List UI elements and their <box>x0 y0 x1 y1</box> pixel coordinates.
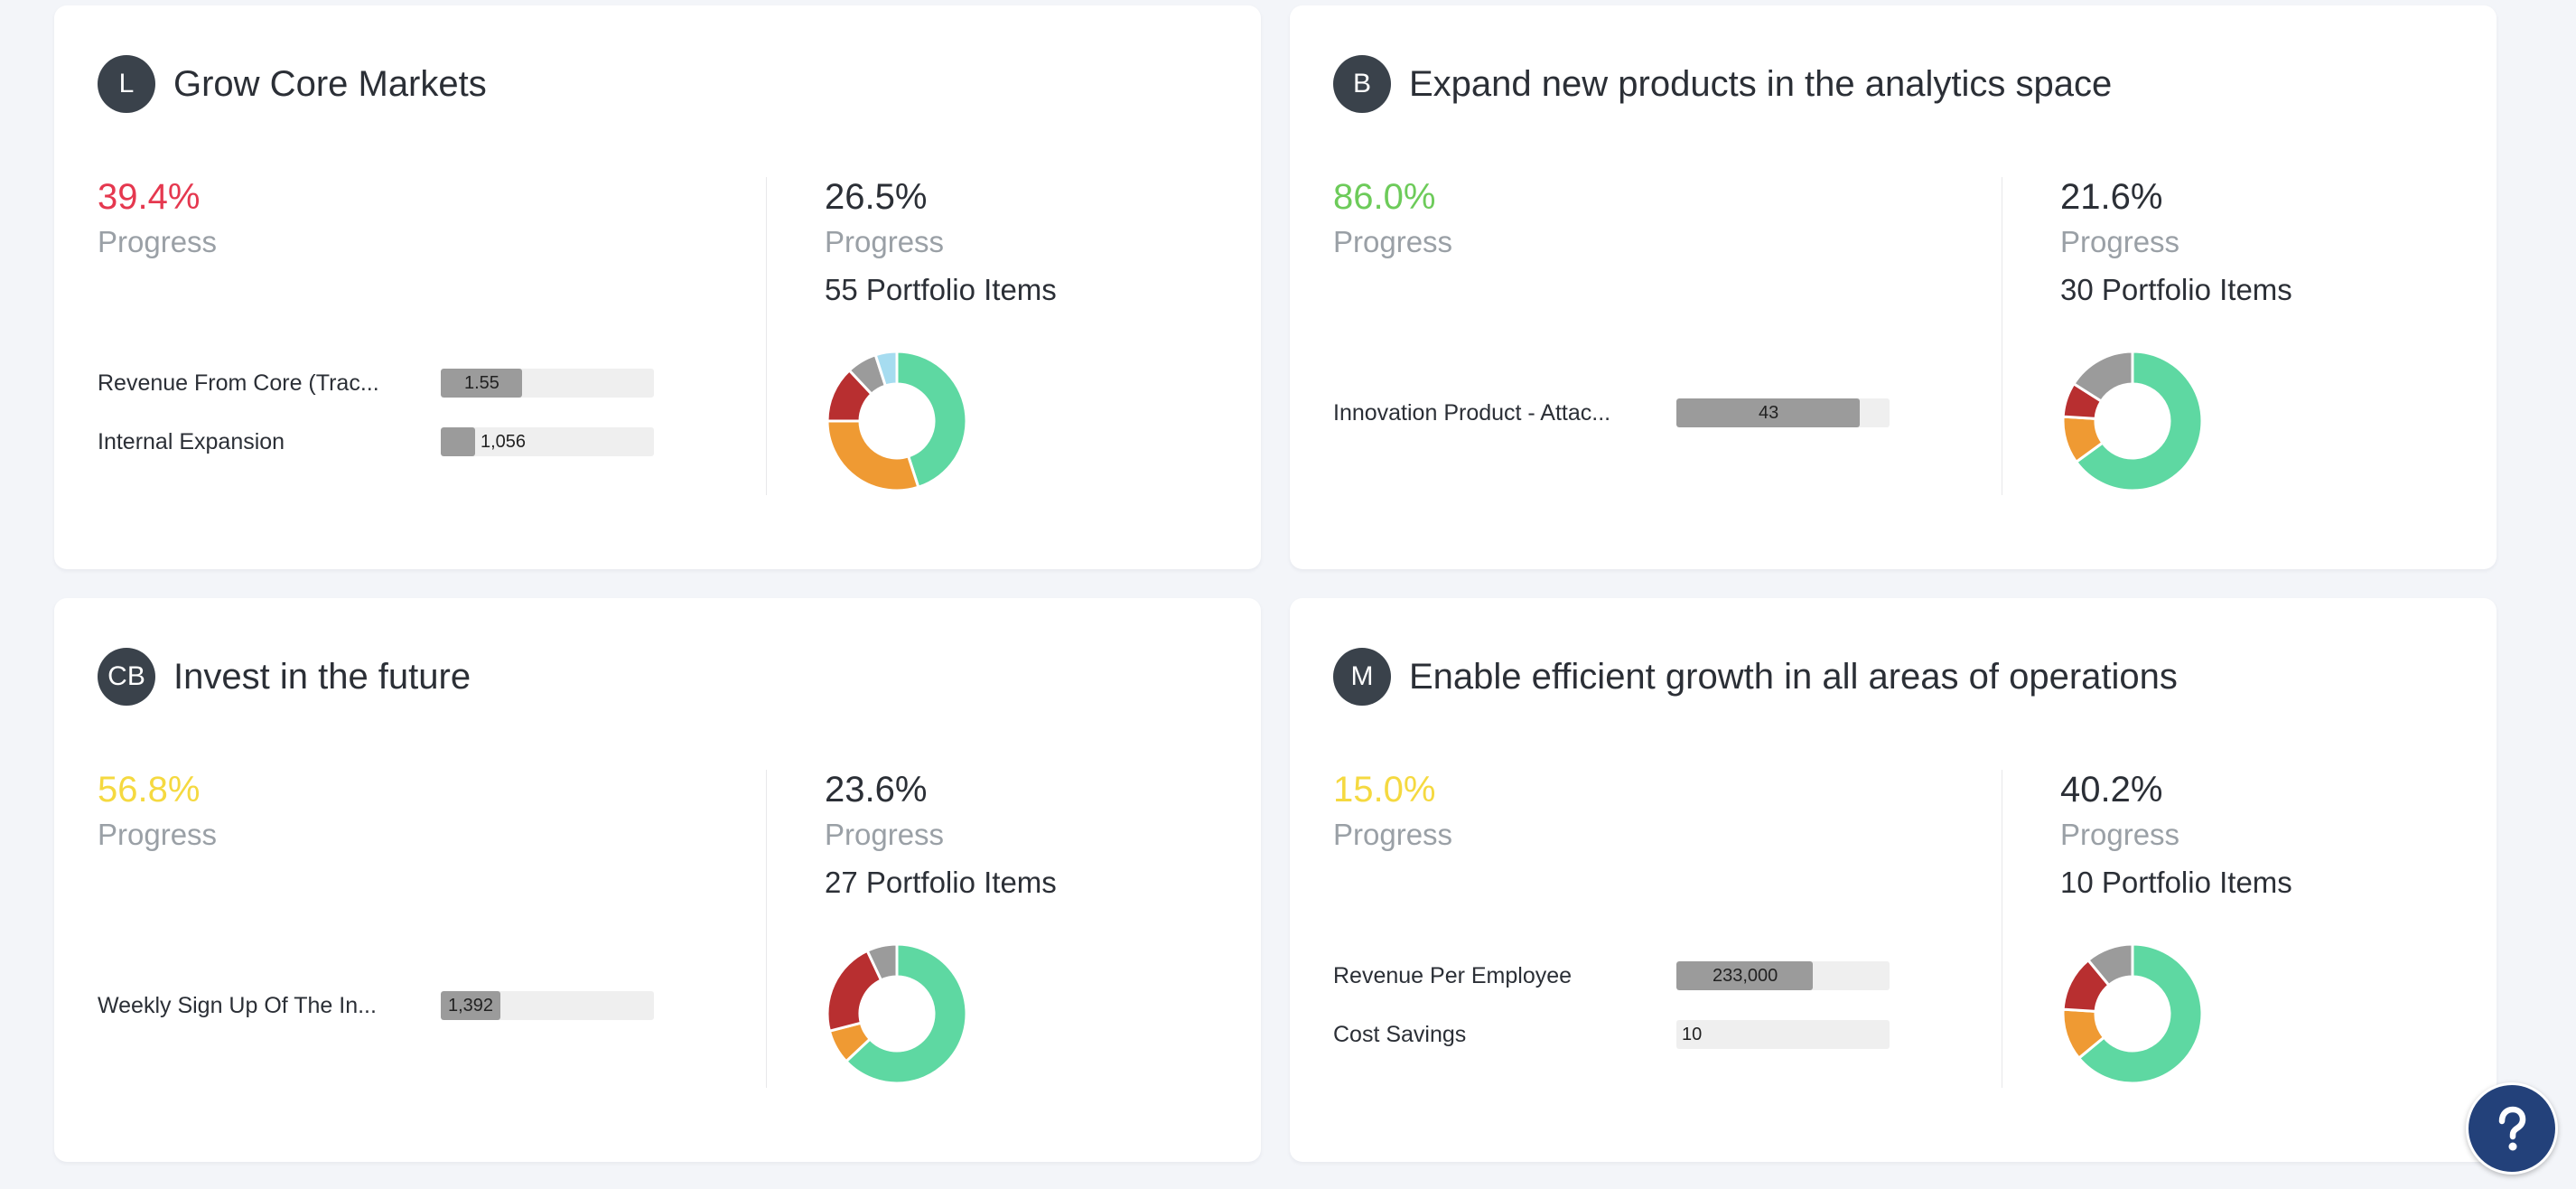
portfolio-progress-value: 23.6% <box>825 770 928 810</box>
kpi-value: 1.55 <box>464 373 499 393</box>
portfolio-progress-label: Progress <box>2060 818 2180 851</box>
kpi-row[interactable]: Innovation Product - Attac... 43 <box>1333 398 1944 457</box>
goal-header: B Expand new products in the analytics s… <box>1333 55 2112 113</box>
donut-segment[interactable] <box>2077 942 2204 1085</box>
goal-header: L Grow Core Markets <box>98 55 487 113</box>
goal-card[interactable]: CB Invest in the future 56.8% Progress W… <box>54 598 1261 1162</box>
portfolio-donut-chart[interactable] <box>2060 349 2205 493</box>
avatar: CB <box>98 648 155 706</box>
goal-progress-label: Progress <box>1333 225 1453 258</box>
portfolio-section: 23.6% Progress 27 Portfolio Items <box>825 761 1240 1088</box>
kpi-list: Innovation Product - Attac... 43 <box>1333 398 1944 457</box>
portfolio-donut-chart[interactable] <box>2060 941 2205 1086</box>
goal-card[interactable]: B Expand new products in the analytics s… <box>1290 5 2497 569</box>
portfolio-progress-value: 40.2% <box>2060 770 2163 810</box>
donut-segment[interactable] <box>844 942 968 1085</box>
help-button[interactable] <box>2466 1082 2558 1175</box>
goal-progress-label: Progress <box>98 225 218 258</box>
kpi-progress-fill <box>1676 398 1860 427</box>
portfolio-section: 26.5% Progress 55 Portfolio Items <box>825 168 1240 495</box>
kpi-progress-bar: 10 <box>1676 1020 1890 1049</box>
goal-progress-section: 86.0% Progress Innovation Product - Atta… <box>1333 168 1944 495</box>
portfolio-section: 21.6% Progress 30 Portfolio Items <box>2060 168 2476 495</box>
portfolio-section: 40.2% Progress 10 Portfolio Items <box>2060 761 2476 1088</box>
kpi-name: Revenue From Core (Trac... <box>98 370 379 396</box>
portfolio-donut-chart[interactable] <box>825 349 969 493</box>
goal-card[interactable]: M Enable efficient growth in all areas o… <box>1290 598 2497 1162</box>
kpi-name: Innovation Product - Attac... <box>1333 400 1611 426</box>
donut-segment[interactable] <box>826 419 920 492</box>
goal-progress-section: 56.8% Progress Weekly Sign Up Of The In.… <box>98 761 708 1088</box>
kpi-row[interactable]: Cost Savings 10 <box>1333 1020 1944 1079</box>
goal-progress-label: Progress <box>98 818 218 851</box>
portfolio-donut-chart[interactable] <box>825 941 969 1086</box>
donut-segment[interactable] <box>2074 350 2204 492</box>
divider <box>766 177 767 495</box>
kpi-row[interactable]: Internal Expansion 1,056 <box>98 427 708 486</box>
kpi-value: 10 <box>1682 1025 1703 1044</box>
kpi-row[interactable]: Revenue From Core (Trac... 1.55 <box>98 369 708 427</box>
divider <box>766 770 767 1088</box>
portfolio-items-count[interactable]: 55 Portfolio Items <box>825 273 1057 306</box>
kpi-progress-bar: 1.55 <box>441 369 654 398</box>
avatar: B <box>1333 55 1391 113</box>
kpi-progress-fill <box>441 991 500 1020</box>
portfolio-progress-label: Progress <box>825 818 945 851</box>
kpi-name: Cost Savings <box>1333 1022 1467 1047</box>
donut-segment[interactable] <box>895 350 968 490</box>
kpi-value: 1,392 <box>448 996 494 1016</box>
portfolio-progress-value: 26.5% <box>825 177 928 217</box>
kpi-name: Revenue Per Employee <box>1333 963 1573 988</box>
goal-progress-value: 15.0% <box>1333 770 1436 810</box>
donut-segment[interactable] <box>873 350 899 388</box>
goal-title[interactable]: Expand new products in the analytics spa… <box>1409 63 2113 104</box>
donut-segment[interactable] <box>2086 942 2134 988</box>
portfolio-progress-value: 21.6% <box>2060 177 2163 217</box>
kpi-progress-fill <box>441 427 475 456</box>
goal-progress-value: 56.8% <box>98 770 201 810</box>
donut-segment[interactable] <box>2071 350 2134 404</box>
kpi-progress-fill <box>441 369 522 398</box>
avatar: M <box>1333 648 1391 706</box>
portfolio-progress-label: Progress <box>2060 225 2180 258</box>
goal-progress-label: Progress <box>1333 818 1453 851</box>
goal-header: M Enable efficient growth in all areas o… <box>1333 648 2178 706</box>
kpi-name: Internal Expansion <box>98 429 285 454</box>
portfolio-progress-label: Progress <box>825 225 945 258</box>
goal-title[interactable]: Enable efficient growth in all areas of … <box>1409 656 2178 697</box>
goal-progress-value: 86.0% <box>1333 177 1436 217</box>
donut-segment[interactable] <box>865 942 899 982</box>
kpi-progress-bar: 233,000 <box>1676 961 1890 990</box>
kpi-row[interactable]: Weekly Sign Up Of The In... 1,392 <box>98 991 708 1050</box>
kpi-list: Revenue From Core (Trac... 1.55 Internal… <box>98 369 708 486</box>
portfolio-items-count[interactable]: 10 Portfolio Items <box>2060 866 2292 899</box>
kpi-progress-fill <box>1676 961 1813 990</box>
goal-progress-value: 39.4% <box>98 177 201 217</box>
kpi-progress-bar: 43 <box>1676 398 1890 427</box>
kpi-list: Revenue Per Employee 233,000 Cost Saving… <box>1333 961 1944 1079</box>
goal-title[interactable]: Invest in the future <box>173 656 471 697</box>
kpi-name: Weekly Sign Up Of The In... <box>98 993 377 1018</box>
goal-progress-section: 39.4% Progress Revenue From Core (Trac..… <box>98 168 708 495</box>
kpi-value: 43 <box>1759 403 1779 423</box>
kpi-value: 1,056 <box>481 432 527 452</box>
kpi-progress-bar: 1,392 <box>441 991 654 1020</box>
kpi-list: Weekly Sign Up Of The In... 1,392 <box>98 991 708 1050</box>
kpi-progress-bar: 1,056 <box>441 427 654 456</box>
avatar: L <box>98 55 155 113</box>
goal-header: CB Invest in the future <box>98 648 471 706</box>
kpi-row[interactable]: Revenue Per Employee 233,000 <box>1333 961 1944 1020</box>
question-icon <box>2498 1106 2526 1151</box>
goal-progress-section: 15.0% Progress Revenue Per Employee 233,… <box>1333 761 1944 1088</box>
goal-title[interactable]: Grow Core Markets <box>173 63 487 104</box>
portfolio-items-count[interactable]: 30 Portfolio Items <box>2060 273 2292 306</box>
kpi-value: 233,000 <box>1713 966 1778 986</box>
goal-card[interactable]: L Grow Core Markets 39.4% Progress Reven… <box>54 5 1261 569</box>
portfolio-items-count[interactable]: 27 Portfolio Items <box>825 866 1057 899</box>
